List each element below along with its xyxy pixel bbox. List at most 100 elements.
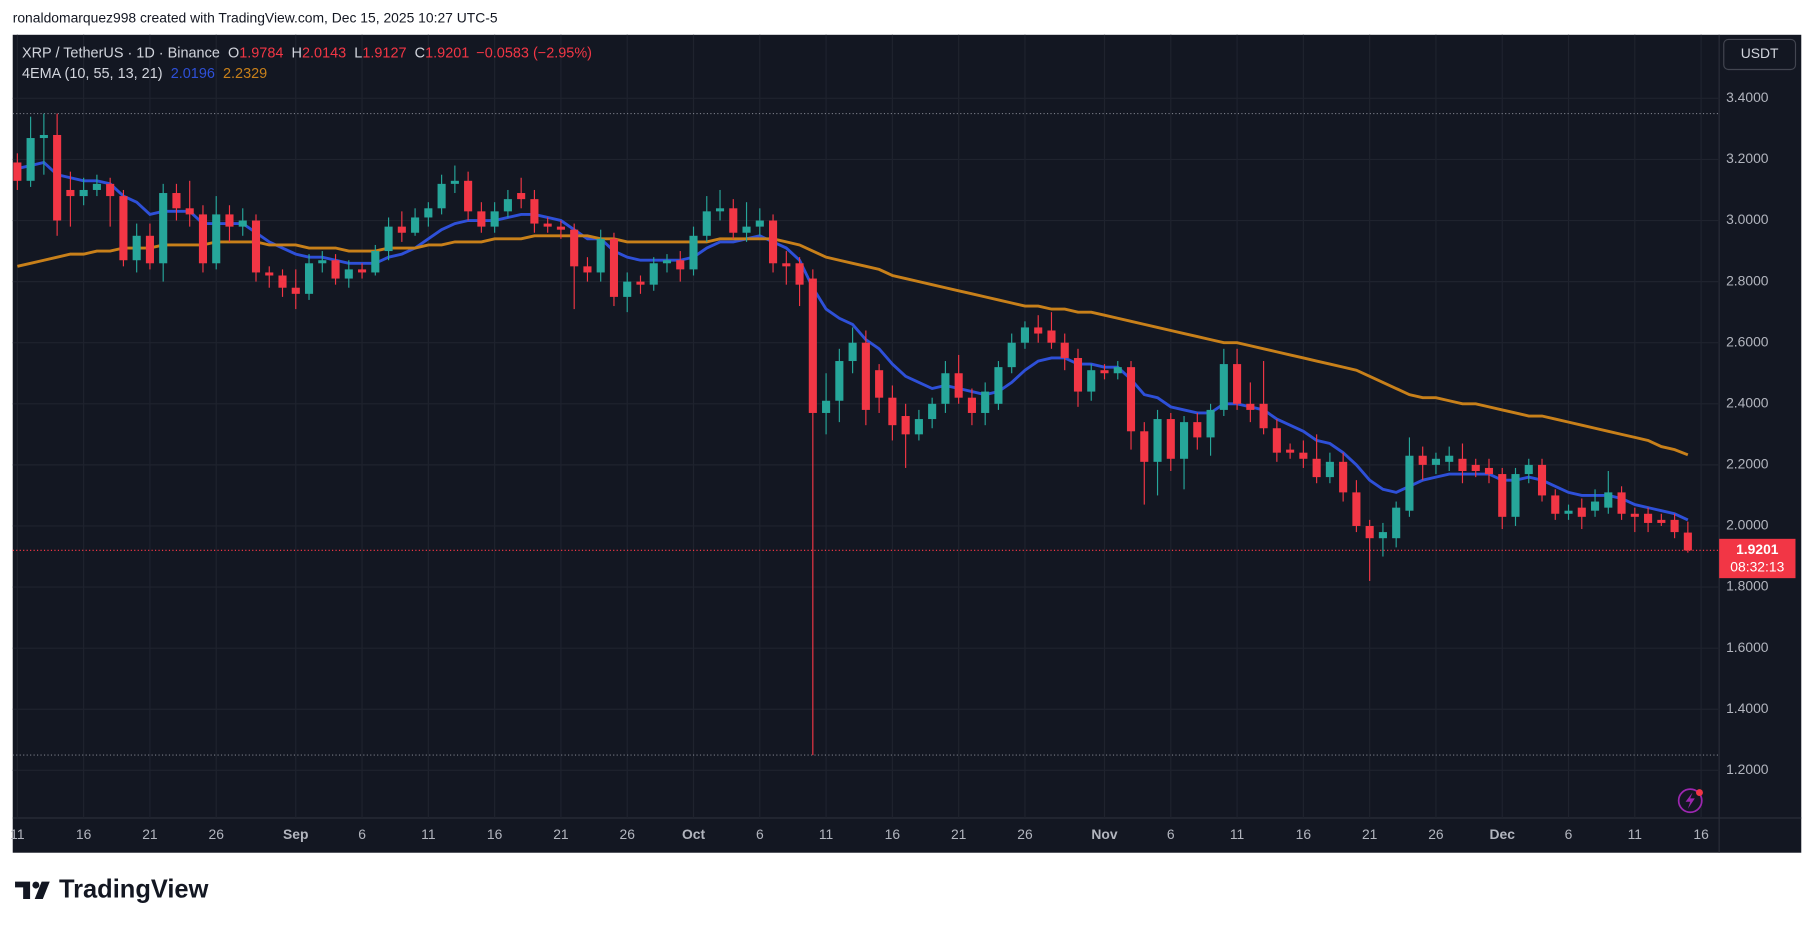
candle-body [1180,422,1189,459]
x-tick-label: 26 [1017,826,1033,842]
indicator-value: 2.2329 [223,66,267,82]
candle-body [928,403,937,420]
candle-body [967,397,976,413]
candle-body [1299,452,1308,459]
candle-body [159,193,168,264]
candle-body [53,134,62,221]
candle-body [185,208,194,215]
candle-body [1312,458,1321,478]
y-tick-label: 3.2000 [1726,150,1769,166]
candle-body [1047,330,1056,343]
candle-body [1590,501,1600,511]
candle-body [1272,428,1281,453]
ema-line [17,234,1689,457]
candle-body [994,367,1003,404]
candle-body [981,391,990,413]
candle-body [132,235,141,261]
candle-body [1418,455,1427,465]
candle-body [477,211,486,227]
candle-body [570,229,579,267]
y-tick-label: 2.2000 [1726,456,1769,472]
candle-body [119,196,128,261]
legend-line: 4EMA (10, 55, 13, 21) 2.0196 2.2329 [22,66,267,82]
candle-body [1166,419,1175,459]
candle-body [702,211,711,236]
x-tick-label: Oct [682,826,706,842]
candle-body [1100,370,1109,374]
candle-body [92,183,101,190]
x-tick-label: 11 [819,826,834,842]
candle-body [1259,403,1268,429]
grid [12,34,1720,819]
candle-body [172,193,181,209]
x-tick-label: 11 [1628,826,1643,842]
x-tick-label: Sep [283,826,308,842]
candle-body [397,226,406,233]
candle-body [835,361,844,401]
candle-body [198,214,208,264]
ohlc-value: 2.0143 [302,45,346,61]
candle-body [636,281,645,285]
candle-body [1126,367,1136,432]
candle-body [411,217,420,233]
y-tick-label: 2.4000 [1726,394,1769,410]
candle-body [1683,532,1692,551]
candle-body [861,342,870,410]
candle-body [676,260,685,270]
x-tick-label: 26 [209,826,225,842]
candle-body [318,260,327,264]
candle-body [1233,364,1242,404]
candle-body [596,238,605,273]
candle-body [689,235,698,270]
candle-body [1577,507,1586,517]
price-tag-value: 1.9201 [1736,541,1779,557]
ohlc-value: 1.9127 [362,45,406,61]
candle-body [39,134,48,139]
candle-body [755,220,764,227]
candle-body [649,263,658,285]
candle-body [490,211,499,227]
x-tick-label: 16 [885,826,901,842]
candle-body [795,263,804,285]
x-tick-label: 11 [1230,826,1245,842]
candle-body [358,269,367,273]
candle-body [1445,455,1454,462]
candle-body [715,208,725,212]
candle-body [13,162,22,181]
candle-body [941,373,950,404]
candle-body [1537,464,1547,496]
lightning-icon[interactable] [1677,788,1703,814]
candle-body [1458,458,1467,471]
candle-body [450,180,459,184]
y-tick-label: 2.6000 [1726,333,1769,349]
candle-body [212,214,221,264]
candle-body [424,208,433,218]
candle-body [623,281,632,297]
y-tick-label: 1.8000 [1726,578,1769,594]
currency-box[interactable] [1723,38,1797,71]
candle-body [225,214,234,227]
x-tick-label: 21 [142,826,158,842]
candle-body [1246,403,1255,410]
ohlc-label: C [415,45,425,61]
candle-body [1498,474,1507,517]
candle-body [251,220,261,273]
candle-body [1339,461,1348,493]
candle-body [782,263,791,267]
candle-body [344,269,353,279]
candle-body [437,183,446,209]
x-tick-label: 26 [1428,826,1444,842]
currency: USDT [1741,45,1779,61]
ohlc-label: L [354,45,362,61]
candle-body [1484,467,1494,475]
x-tick-label: 6 [358,826,366,842]
candle-body [79,189,88,197]
price-tag [1719,538,1796,579]
candle-body [291,287,300,294]
candle-body [1471,464,1480,471]
candle-body [331,260,340,279]
candle-body [1365,525,1374,539]
candle-body [278,275,287,288]
x-tick-label: 21 [951,826,967,842]
